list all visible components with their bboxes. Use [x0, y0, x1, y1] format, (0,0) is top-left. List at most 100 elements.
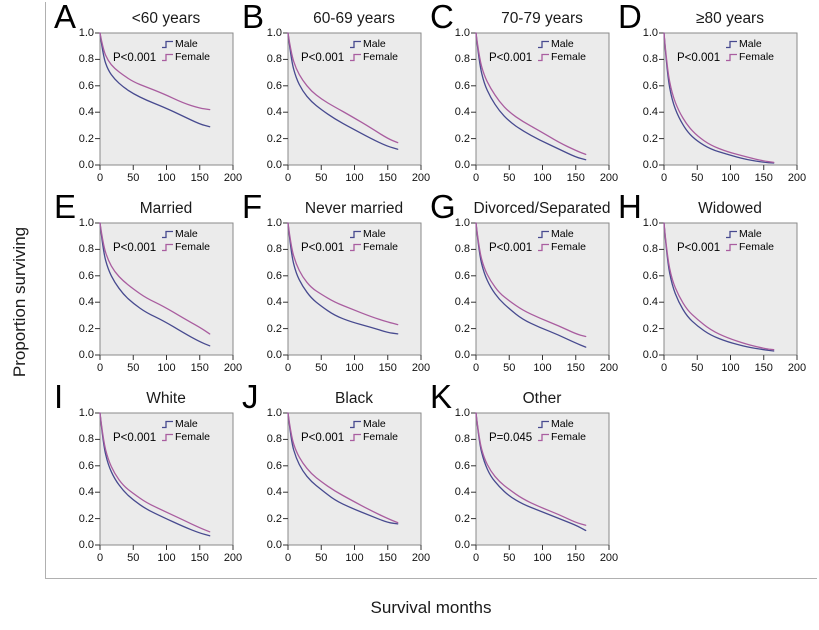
y-tick-label: 0.4 — [78, 296, 94, 309]
curve-male — [663, 32, 775, 164]
y-tick-label: 0.0 — [266, 539, 282, 551]
p-value-label: P<0.001 — [301, 52, 345, 64]
legend-label-male: Male — [175, 418, 198, 430]
p-value-label: P<0.001 — [113, 52, 157, 64]
x-tick-label: 150 — [378, 362, 397, 374]
km-panel-K: K Other 1.0 0.8 0.6 0.4 0.2 0.0 0 50 100 150 200 P=0.… — [428, 378, 618, 570]
panel-title: ≥80 years — [696, 10, 764, 27]
legend-label-male: Male — [363, 228, 386, 240]
panel-letter: A — [54, 0, 77, 35]
x-tick-label: 200 — [411, 172, 431, 184]
y-tick-label: 0.0 — [78, 159, 94, 171]
y-tick-label: 0.6 — [266, 269, 282, 282]
legend-item-female: Female — [725, 51, 774, 64]
legend: Male Female — [161, 228, 210, 254]
legend-item-male: Male — [161, 38, 210, 51]
male-step-icon — [350, 420, 361, 429]
km-panel-J: J Black 1.0 0.8 0.6 0.4 0.2 0.0 0 50 100 150 200 P<0.… — [240, 378, 430, 570]
legend-item-male: Male — [161, 228, 210, 241]
legend: Male Female — [349, 418, 398, 444]
female-step-icon — [538, 243, 549, 252]
y-tick-label: 0.4 — [266, 296, 282, 309]
curve-male — [99, 32, 211, 128]
y-tick-label: 0.6 — [454, 459, 470, 472]
legend-label-male: Male — [175, 228, 198, 240]
x-tick-label: 200 — [223, 362, 243, 374]
curve-female — [475, 412, 587, 526]
y-tick-label: 0.6 — [266, 459, 282, 472]
curve-female — [663, 32, 775, 164]
female-step-icon — [162, 433, 173, 442]
legend: Male Female — [349, 38, 398, 64]
legend: Male Female — [161, 418, 210, 444]
legend-label-female: Female — [175, 51, 211, 63]
x-tick-label: 100 — [721, 362, 740, 374]
x-tick-label: 50 — [315, 552, 328, 564]
legend-label-female: Female — [175, 431, 211, 443]
legend-item-female: Female — [349, 241, 398, 254]
km-panel-B: B 60-69 years 1.0 0.8 0.6 0.4 0.2 0.0 0 50 100 150 2… — [240, 0, 430, 190]
legend-item-male: Male — [349, 418, 398, 431]
panel-title: Other — [522, 390, 562, 407]
panel-title: 70-79 years — [501, 10, 583, 27]
x-tick-label: 50 — [127, 172, 140, 184]
p-value-label: P<0.001 — [301, 432, 345, 444]
legend-item-female: Female — [161, 431, 210, 444]
panel-title: White — [146, 390, 186, 407]
legend-label-female: Female — [739, 241, 775, 253]
panel-letter: D — [618, 0, 642, 35]
survival-plot — [471, 222, 610, 360]
y-tick-label: 0.6 — [78, 459, 94, 472]
y-tick-label: 0.4 — [266, 106, 282, 119]
x-tick-label: 0 — [660, 362, 668, 374]
curve-male — [475, 412, 587, 532]
x-tick-label: 0 — [472, 362, 480, 374]
legend-label-male: Male — [363, 38, 386, 50]
panel-letter: J — [242, 378, 259, 415]
y-tick-label: 1.0 — [78, 27, 94, 39]
km-panel-F: F Never married 1.0 0.8 0.6 0.4 0.2 0.0 0 50 100 15… — [240, 190, 430, 380]
legend-label-male: Male — [551, 228, 574, 240]
x-tick-label: 0 — [96, 362, 104, 374]
legend: Male Female — [725, 38, 774, 64]
x-tick-label: 200 — [223, 172, 243, 184]
curve-female — [99, 32, 211, 111]
y-tick-label: 0.0 — [78, 349, 94, 361]
y-tick-label: 0.6 — [642, 269, 658, 282]
legend-item-male: Male — [725, 228, 774, 241]
female-step-icon — [350, 53, 361, 62]
panel-letter: E — [54, 188, 77, 225]
x-tick-label: 150 — [754, 172, 773, 184]
figure-bottom-axis-line — [45, 578, 817, 579]
y-tick-label: 0.6 — [78, 79, 94, 92]
panel-title: Black — [335, 390, 373, 407]
panel-letter: I — [54, 378, 64, 415]
male-step-icon — [350, 230, 361, 239]
x-tick-label: 150 — [566, 552, 585, 564]
x-tick-label: 200 — [599, 362, 619, 374]
y-tick-label: 0.2 — [454, 132, 470, 145]
y-tick-label: 0.2 — [454, 512, 470, 525]
x-axis-label: Survival months — [370, 598, 492, 617]
x-tick-label: 0 — [284, 552, 292, 564]
y-tick-label: 0.6 — [642, 79, 658, 92]
male-step-icon — [162, 420, 173, 429]
curve-male — [287, 412, 399, 525]
legend-label-female: Female — [739, 51, 775, 63]
curve-male — [475, 32, 587, 161]
curve-male — [287, 32, 399, 150]
panel-letter: K — [430, 378, 453, 415]
panel-title: Divorced/Separated — [473, 200, 611, 217]
male-step-icon — [538, 40, 549, 49]
curve-male — [99, 222, 211, 347]
legend-label-female: Female — [175, 241, 211, 253]
y-tick-label: 0.2 — [266, 322, 282, 335]
male-step-icon — [162, 230, 173, 239]
y-tick-label: 1.0 — [454, 27, 470, 39]
y-tick-label: 0.8 — [642, 53, 658, 66]
legend-item-male: Male — [161, 418, 210, 431]
y-tick-label: 0.2 — [78, 132, 94, 145]
x-tick-label: 100 — [345, 172, 364, 184]
legend-item-male: Male — [537, 228, 586, 241]
